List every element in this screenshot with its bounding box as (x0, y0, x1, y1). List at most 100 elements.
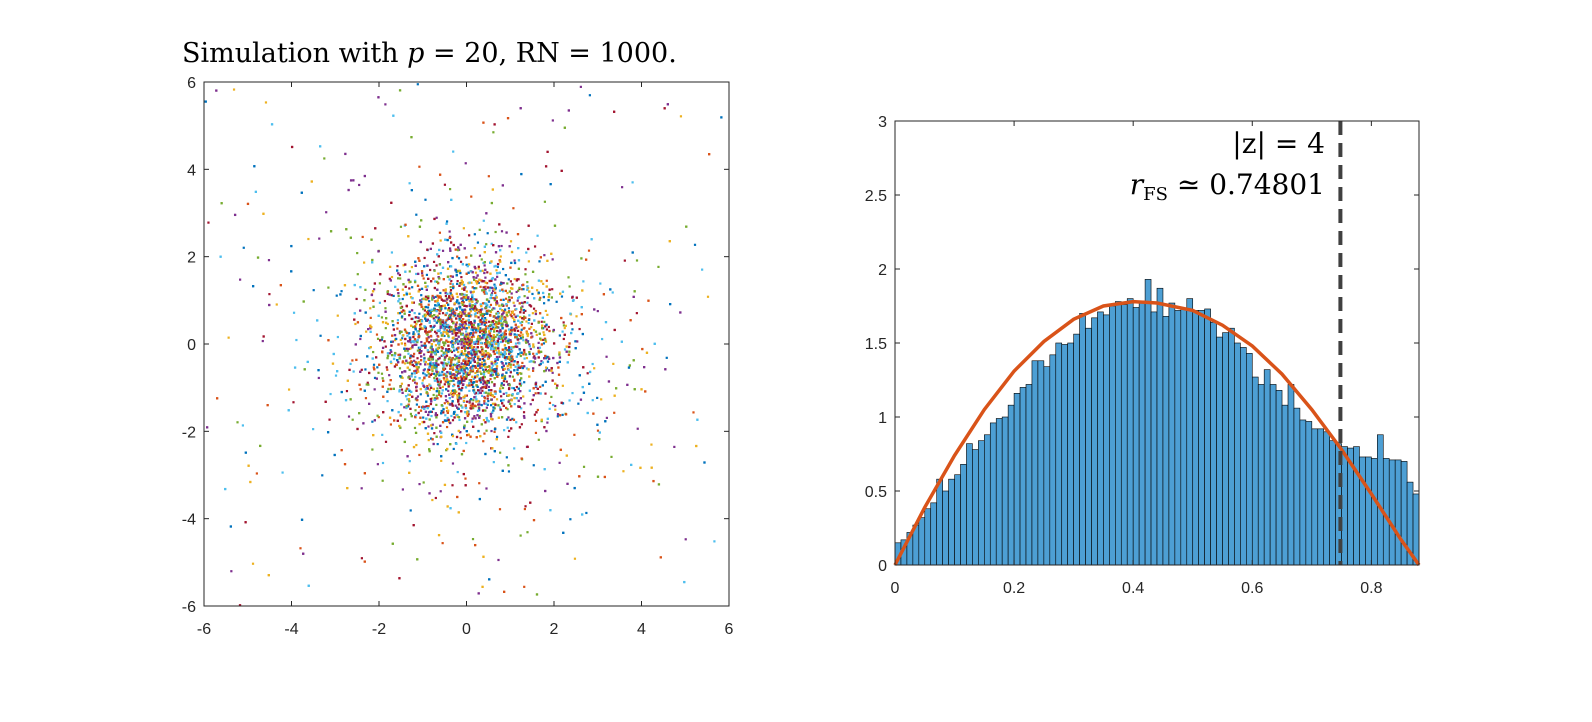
scatter-point (471, 537, 475, 541)
scatter-point (485, 406, 488, 409)
scatter-point (592, 412, 595, 415)
scatter-point (433, 432, 436, 435)
scatter-point (428, 319, 431, 323)
scatter-point (580, 313, 583, 316)
scatter-point (443, 367, 447, 370)
scatter-point (457, 403, 461, 406)
scatter-point (381, 346, 385, 350)
scatter-point (468, 382, 471, 386)
scatter-point (497, 312, 500, 315)
scatter-point (408, 314, 411, 317)
scatter-point (490, 366, 494, 370)
scatter-point (601, 337, 604, 341)
scatter-point (412, 332, 415, 336)
scatter-point (495, 326, 498, 329)
scatter-point (488, 305, 491, 309)
scatter-point (433, 362, 437, 365)
scatter-point (510, 326, 513, 329)
scatter-point (539, 256, 542, 259)
scatter-point (299, 547, 302, 550)
scatter-point (519, 315, 522, 319)
scatter-point (447, 358, 451, 361)
scatter-point (398, 388, 401, 392)
scatter-point (461, 318, 465, 321)
scatter-point (591, 399, 594, 402)
scatter-point (460, 323, 463, 327)
scatter-point (413, 426, 417, 430)
scatter-point (478, 278, 481, 281)
scatter-point (442, 363, 445, 366)
scatter-point (508, 290, 512, 293)
scatter-point (427, 405, 430, 408)
scatter-point (445, 406, 448, 409)
scatter-point (506, 349, 509, 352)
scatter-point (414, 280, 417, 284)
scatter-point (496, 375, 499, 378)
scatter-point (389, 423, 392, 426)
scatter-point (457, 386, 460, 389)
scatter-point (596, 475, 600, 478)
scatter-point (428, 450, 431, 453)
scatter-point (347, 188, 350, 192)
scatter-point (435, 370, 438, 374)
scatter-point (573, 433, 576, 436)
scatter-point (526, 286, 530, 290)
scatter-point (336, 370, 339, 373)
scatter-point (535, 384, 538, 387)
scatter-point (434, 374, 437, 377)
scatter-point (509, 354, 513, 357)
scatter-point (514, 342, 518, 345)
scatter-point (575, 315, 578, 318)
scatter-point (233, 213, 237, 217)
scatter-point (412, 325, 415, 329)
scatter-point (469, 320, 472, 324)
scatter-point (292, 401, 295, 404)
scatter-point (429, 314, 432, 318)
scatter-point (520, 407, 523, 410)
scatter-point (435, 369, 438, 372)
scatter-point (495, 435, 499, 439)
scatter-point (424, 281, 427, 284)
scatter-point (422, 297, 425, 300)
scatter-point (418, 288, 421, 291)
scatter-point (451, 366, 455, 369)
scatter-point (510, 399, 513, 402)
scatter-point (458, 306, 462, 309)
scatter-point (468, 342, 472, 345)
scatter-point (475, 400, 478, 403)
scatter-point (438, 383, 441, 386)
scatter-point (471, 328, 475, 332)
scatter-point (400, 376, 403, 379)
scatter-point (508, 296, 511, 299)
scatter-point (440, 345, 443, 349)
scatter-point (421, 327, 424, 330)
scatter-point (477, 328, 480, 331)
scatter-point (492, 409, 495, 412)
scatter-point (444, 313, 447, 316)
scatter-point (451, 345, 454, 348)
scatter-point (500, 416, 504, 419)
title-p-symbol: p (407, 38, 424, 69)
scatter-point (469, 315, 472, 318)
scatter-point (457, 382, 460, 385)
scatter-point (442, 373, 446, 376)
scatter-point (507, 400, 510, 403)
scatter-point (430, 410, 433, 414)
scatter-point (503, 429, 506, 432)
scatter-point (471, 327, 475, 330)
scatter-point (417, 370, 420, 373)
scatter-point (528, 375, 531, 378)
scatter-point (543, 468, 546, 471)
scatter-point (461, 323, 464, 326)
scatter-point (441, 354, 445, 357)
scatter-point (522, 414, 526, 418)
scatter-point (526, 301, 529, 304)
scatter-point (448, 314, 451, 318)
scatter-point (518, 295, 521, 299)
scatter-point (386, 390, 389, 393)
scatter-point (435, 394, 438, 397)
scatter-point (435, 390, 438, 393)
scatter-point (393, 365, 397, 368)
scatter-point (449, 403, 452, 406)
scatter-point (437, 383, 440, 386)
